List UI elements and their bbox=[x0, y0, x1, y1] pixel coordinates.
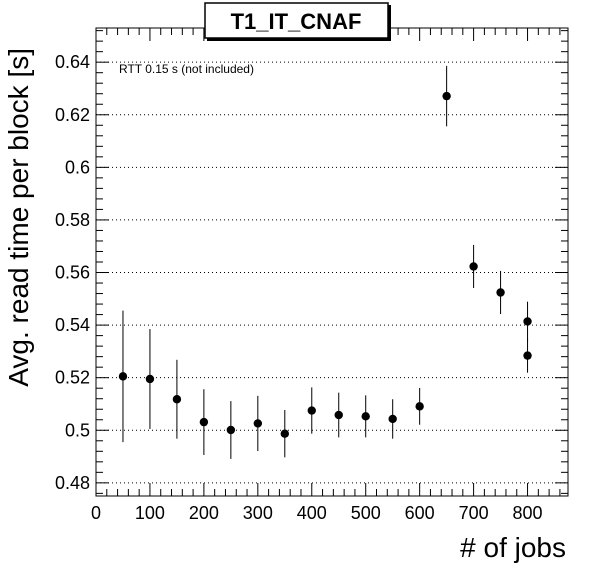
axis-ticks bbox=[95, 28, 568, 496]
data-point bbox=[496, 288, 505, 297]
data-point bbox=[118, 372, 128, 381]
y-tick-label: 0.64 bbox=[55, 52, 90, 72]
data-point bbox=[280, 429, 289, 438]
x-tick-label: 600 bbox=[405, 503, 435, 523]
data-point bbox=[307, 406, 316, 415]
data-point bbox=[253, 419, 263, 428]
data-point bbox=[442, 91, 451, 101]
x-tick-label: 700 bbox=[459, 503, 489, 523]
x-tick-label: 100 bbox=[135, 503, 165, 523]
data-point bbox=[388, 414, 397, 424]
data-points bbox=[118, 65, 532, 459]
chart-title: T1_IT_CNAF bbox=[231, 9, 362, 34]
y-tick-label: 0.54 bbox=[55, 315, 90, 335]
y-tick-label: 0.6 bbox=[65, 157, 90, 177]
title-box: T1_IT_CNAF bbox=[204, 2, 391, 41]
x-tick-label: 400 bbox=[297, 503, 327, 523]
x-tick-label: 200 bbox=[189, 503, 219, 523]
data-point bbox=[145, 374, 155, 384]
y-axis-label: Avg. read time per block [s] bbox=[3, 48, 34, 387]
data-point bbox=[523, 317, 532, 326]
y-tick-label: 0.52 bbox=[55, 368, 90, 388]
data-point bbox=[415, 402, 424, 411]
x-axis-label: # of jobs bbox=[460, 532, 566, 563]
y-tick-label: 0.62 bbox=[55, 105, 90, 125]
x-tick-label: 0 bbox=[91, 503, 101, 523]
data-point bbox=[334, 410, 343, 420]
y-tick-label: 0.58 bbox=[55, 210, 90, 230]
x-tick-label: 300 bbox=[243, 503, 273, 523]
data-point bbox=[226, 425, 236, 435]
title-border bbox=[204, 2, 389, 39]
data-point bbox=[523, 351, 532, 360]
annotation: RTT 0.15 s (not included) bbox=[119, 62, 254, 76]
y-tick-label: 0.48 bbox=[55, 473, 90, 493]
y-tick-label: 0.56 bbox=[55, 263, 90, 283]
data-point bbox=[469, 262, 478, 271]
data-point bbox=[199, 417, 209, 427]
x-tick-label: 500 bbox=[351, 503, 381, 523]
tick-labels: 0.48 0.5 0.52 0.54 0.56 0.58 0.6 0.62 0.64 0 100 20… bbox=[55, 52, 543, 523]
data-point bbox=[361, 412, 370, 421]
data-point bbox=[172, 395, 182, 404]
plot-frame bbox=[95, 27, 569, 497]
x-tick-label: 800 bbox=[513, 503, 543, 523]
y-tick-label: 0.5 bbox=[65, 420, 90, 440]
grid bbox=[96, 61, 568, 484]
